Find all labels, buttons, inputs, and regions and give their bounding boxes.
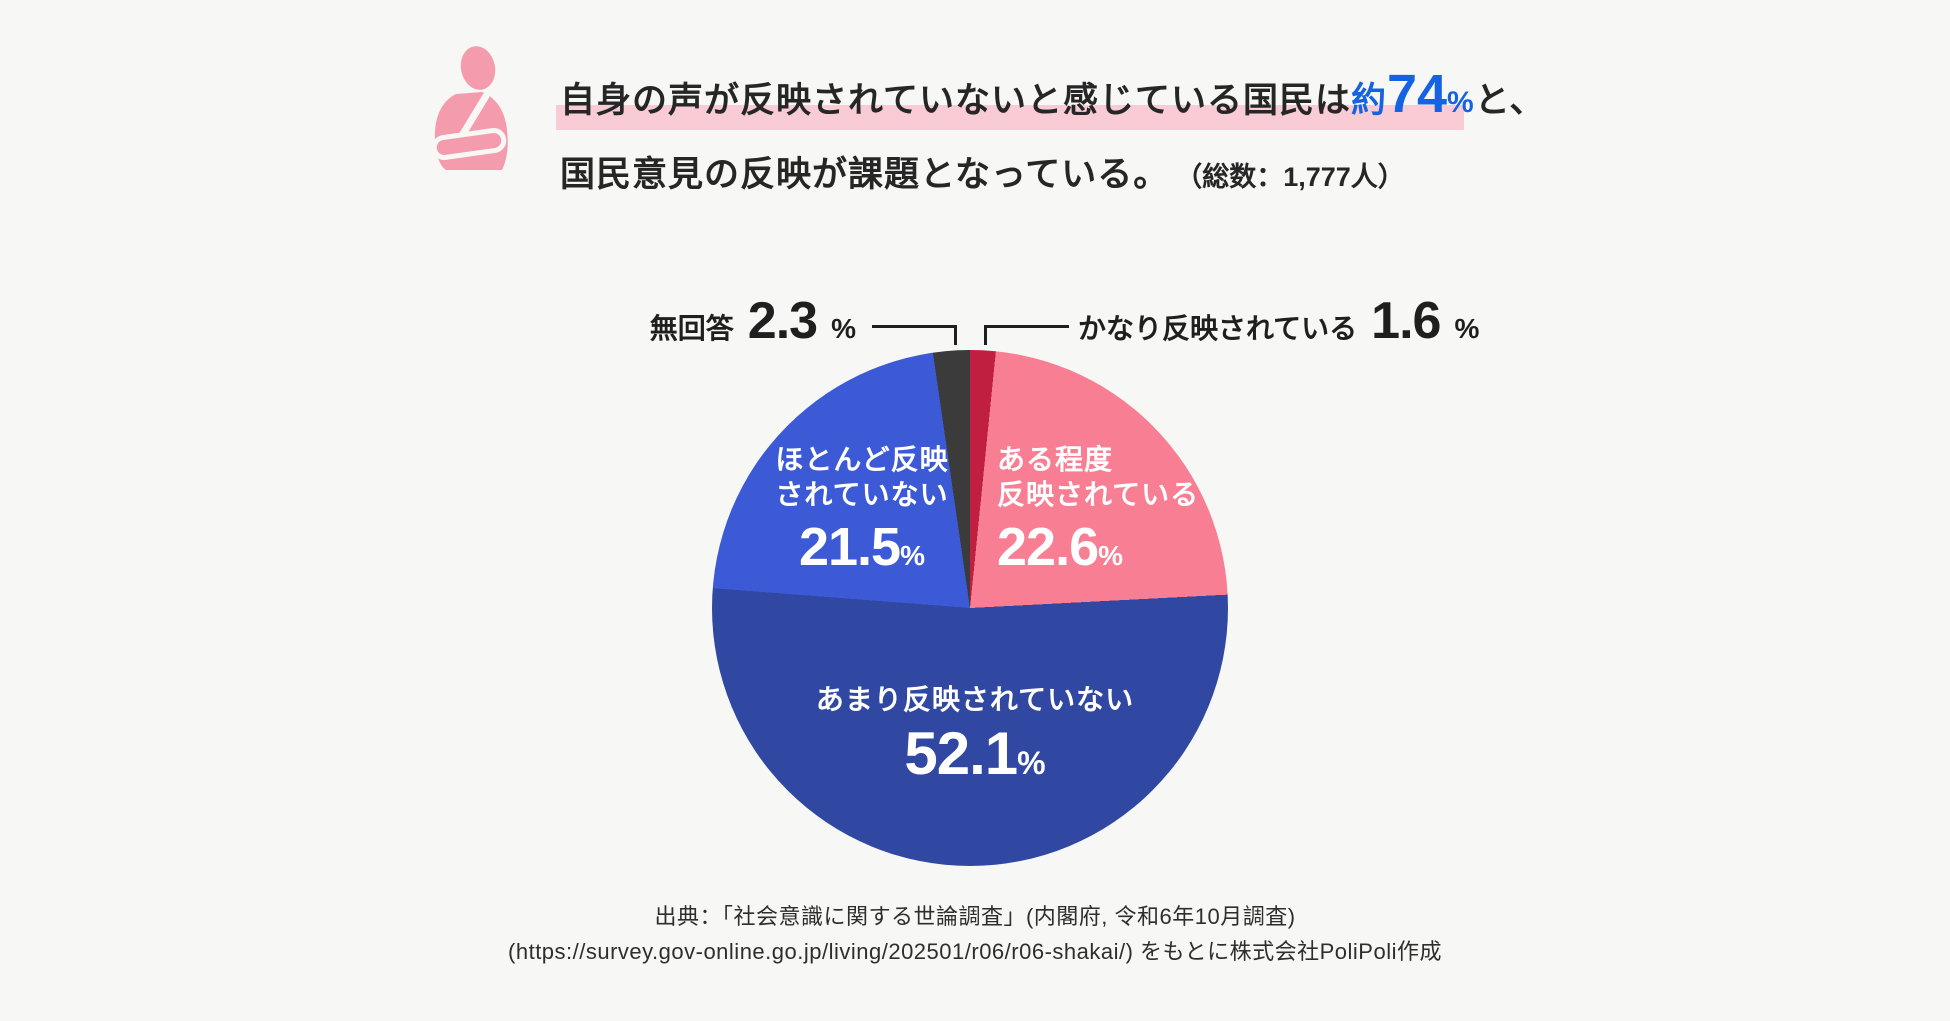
person-icon-graphic [431,46,508,170]
headline-accent-number: 74 [1386,64,1448,124]
pie-label-amari-unit: % [1017,745,1046,781]
no-answer-leader-line [872,325,957,345]
headline-post: と、 [1474,81,1546,120]
pie-label-hotondo-line1: ほとんど反映 [775,444,949,475]
pie-label-amari-value: 52.1 [904,720,1018,787]
headline-line2-text: 国民意見の反映が課題となっている。 [560,155,1170,194]
pie-label-amari-line1: あまり反映されていない [815,684,1135,715]
pie-label-hotondo-line2: されていない [775,479,949,510]
pie-label-hotondo-unit: % [900,540,925,571]
source-line1: 出典：「社会意識に関する世論調査」(内閣府, 令和6年10月調査) [654,904,1296,929]
headline-pre: 自身の声が反映されていないと感じている国民は [560,81,1351,120]
person-icon [428,46,510,170]
callout-kanari-unit: % [1454,313,1480,344]
pie-label-aruteido-line2: 反映されている [997,479,1200,510]
pie-label-amari: あまり反映されていない 52.1 % [770,682,1180,788]
source-line2: (https://survey.gov-online.go.jp/living/… [508,939,1442,964]
callout-kanari-value: 1.6 [1371,292,1441,350]
callout-kanari-label: かなり反映されている [1078,313,1358,344]
pie-label-hotondo-number-row: 21.5 % [712,516,1012,578]
headline-accent-prefix: 約 [1350,81,1387,120]
callout-no-answer: 無回答 2.3 % [650,291,856,351]
pie-label-hotondo: ほとんど反映 されていない 21.5 % [712,442,1012,578]
pie-label-aruteido-line1: ある程度 [997,444,1114,475]
pie-label-aruteido-unit: % [1098,540,1124,571]
pie-label-aruteido: ある程度 反映されている 22.6 % [997,442,1257,578]
headline-highlight [556,105,1464,130]
pie-label-aruteido-number-row: 22.6 % [997,516,1257,578]
kanari-leader-line [984,325,1069,345]
callout-no-answer-unit: % [831,313,856,344]
pie-label-hotondo-value: 21.5 [798,517,901,577]
pie-label-amari-number-row: 52.1 % [770,719,1180,788]
pie-chart [712,350,1228,866]
callout-no-answer-value: 2.3 [747,292,818,350]
headline-line1: 自身の声が反映されていないと感じている国民は 約 74 % と、 [560,63,1545,125]
headline-line2: 国民意見の反映が課題となっている。 （総数：1,777人） [560,146,1405,197]
headline-accent-unit: % [1447,86,1475,119]
pie-label-aruteido-value: 22.6 [997,517,1099,577]
headline-total-note: （総数：1,777人） [1175,162,1405,192]
callout-kanari: かなり反映されている 1.6 % [1078,291,1479,351]
headline-accent: 約 74 % [1351,63,1475,125]
callout-no-answer-label: 無回答 [649,313,734,344]
